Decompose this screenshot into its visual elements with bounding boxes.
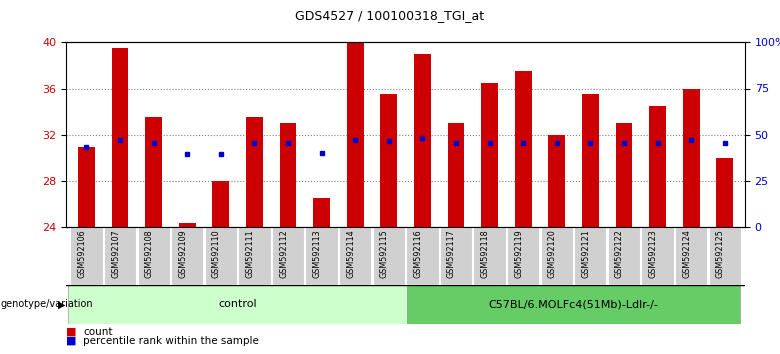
Text: GSM592113: GSM592113 xyxy=(313,229,321,278)
Text: GSM592121: GSM592121 xyxy=(581,229,590,278)
Bar xyxy=(112,48,129,227)
Text: percentile rank within the sample: percentile rank within the sample xyxy=(83,336,259,346)
Bar xyxy=(212,181,229,227)
Text: GDS4527 / 100100318_TGI_at: GDS4527 / 100100318_TGI_at xyxy=(296,9,484,22)
Text: GSM592123: GSM592123 xyxy=(648,229,658,278)
Text: ■: ■ xyxy=(66,327,76,337)
FancyBboxPatch shape xyxy=(608,227,640,285)
Text: GSM592119: GSM592119 xyxy=(514,229,523,278)
FancyBboxPatch shape xyxy=(507,227,539,285)
Bar xyxy=(414,54,431,227)
Text: GSM592115: GSM592115 xyxy=(380,229,388,278)
Bar xyxy=(682,88,700,227)
FancyBboxPatch shape xyxy=(272,227,304,285)
FancyBboxPatch shape xyxy=(239,227,271,285)
Text: ▶: ▶ xyxy=(58,299,66,309)
Bar xyxy=(381,94,397,227)
Bar xyxy=(78,147,95,227)
Text: GSM592118: GSM592118 xyxy=(480,229,490,278)
FancyBboxPatch shape xyxy=(473,227,505,285)
FancyBboxPatch shape xyxy=(373,227,405,285)
Text: control: control xyxy=(218,299,257,309)
FancyBboxPatch shape xyxy=(339,227,371,285)
FancyBboxPatch shape xyxy=(204,227,237,285)
Text: GSM592109: GSM592109 xyxy=(179,229,187,278)
Bar xyxy=(279,123,296,227)
Text: GSM592120: GSM592120 xyxy=(548,229,557,278)
FancyBboxPatch shape xyxy=(407,285,740,324)
Text: ■: ■ xyxy=(66,336,76,346)
Bar xyxy=(515,71,532,227)
Text: GSM592112: GSM592112 xyxy=(279,229,288,278)
Text: GSM592108: GSM592108 xyxy=(144,229,154,278)
Text: C57BL/6.MOLFc4(51Mb)-Ldlr-/-: C57BL/6.MOLFc4(51Mb)-Ldlr-/- xyxy=(488,299,658,309)
Text: GSM592116: GSM592116 xyxy=(413,229,423,278)
FancyBboxPatch shape xyxy=(574,227,607,285)
Bar xyxy=(481,83,498,227)
FancyBboxPatch shape xyxy=(171,227,204,285)
Text: GSM592111: GSM592111 xyxy=(246,229,254,278)
Bar xyxy=(615,123,633,227)
Bar xyxy=(582,94,599,227)
Bar xyxy=(448,123,464,227)
FancyBboxPatch shape xyxy=(137,227,170,285)
FancyBboxPatch shape xyxy=(708,227,741,285)
FancyBboxPatch shape xyxy=(306,227,338,285)
Text: genotype/variation: genotype/variation xyxy=(1,299,94,309)
Bar xyxy=(649,106,666,227)
FancyBboxPatch shape xyxy=(406,227,438,285)
Text: GSM592117: GSM592117 xyxy=(447,229,456,278)
FancyBboxPatch shape xyxy=(68,285,407,324)
Text: GSM592110: GSM592110 xyxy=(212,229,221,278)
Bar xyxy=(716,158,733,227)
Bar xyxy=(347,42,363,227)
Text: GSM592107: GSM592107 xyxy=(111,229,120,278)
FancyBboxPatch shape xyxy=(70,227,103,285)
Bar xyxy=(548,135,565,227)
Text: GSM592124: GSM592124 xyxy=(682,229,691,278)
Text: GSM592106: GSM592106 xyxy=(77,229,87,278)
FancyBboxPatch shape xyxy=(104,227,136,285)
Bar xyxy=(179,223,196,227)
FancyBboxPatch shape xyxy=(440,227,472,285)
FancyBboxPatch shape xyxy=(641,227,674,285)
Bar xyxy=(314,198,330,227)
FancyBboxPatch shape xyxy=(675,227,707,285)
Text: count: count xyxy=(83,327,113,337)
Text: GSM592114: GSM592114 xyxy=(346,229,355,278)
Text: GSM592125: GSM592125 xyxy=(716,229,725,278)
Bar xyxy=(145,117,162,227)
Bar xyxy=(246,117,263,227)
FancyBboxPatch shape xyxy=(541,227,573,285)
Text: GSM592122: GSM592122 xyxy=(615,229,624,278)
